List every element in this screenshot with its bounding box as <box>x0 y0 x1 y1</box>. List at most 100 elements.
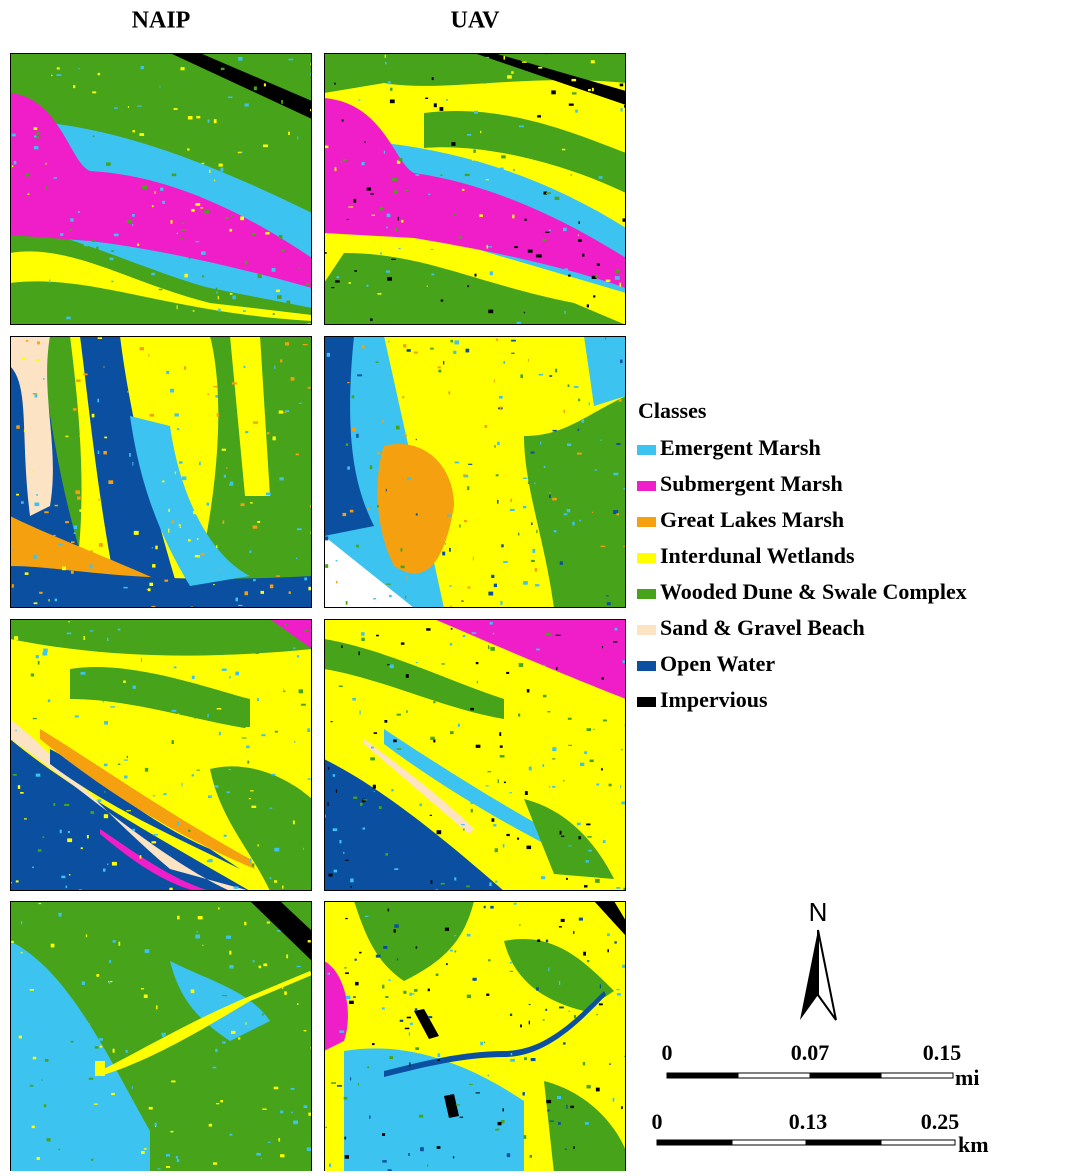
map-speckle <box>389 1152 392 1154</box>
map-speckle <box>293 1121 298 1125</box>
map-speckle <box>66 317 71 320</box>
map-speckle <box>437 1146 441 1149</box>
map-speckle <box>31 673 34 676</box>
map-speckle <box>359 62 362 65</box>
map-speckle <box>593 566 595 569</box>
map-speckle <box>235 672 239 676</box>
map-speckle <box>308 940 311 942</box>
legend-swatch <box>637 589 656 599</box>
map-speckle <box>461 601 464 602</box>
map-speckle <box>222 449 226 451</box>
map-speckle <box>249 56 251 59</box>
map-speckle <box>471 809 473 813</box>
map-speckle <box>431 880 433 884</box>
map-speckle <box>149 583 153 586</box>
column-title: NAIP <box>132 8 191 34</box>
map-speckle <box>403 991 406 994</box>
map-speckle <box>553 430 557 432</box>
map-speckle <box>495 848 498 852</box>
map-speckle <box>198 916 203 919</box>
map-speckle <box>275 69 277 72</box>
map-speckle <box>245 591 249 595</box>
map-speckle <box>453 308 457 312</box>
map-speckle <box>187 148 189 150</box>
map-speckle <box>293 648 295 649</box>
map-speckle <box>549 495 551 498</box>
map-speckle <box>308 587 311 591</box>
map-speckle <box>197 538 198 540</box>
map-speckle <box>580 763 584 766</box>
map-speckle <box>497 500 499 504</box>
map-speckle <box>224 835 227 837</box>
map-speckle <box>531 523 533 526</box>
map-speckle <box>390 100 395 104</box>
map-speckle <box>186 632 187 635</box>
map-speckle <box>529 767 532 771</box>
map-speckle <box>500 406 502 410</box>
map-speckle <box>63 85 67 86</box>
map-speckle <box>572 522 574 526</box>
map-speckle <box>26 340 28 342</box>
map-speckle <box>390 88 392 91</box>
map-speckle <box>215 395 218 398</box>
map-speckle <box>89 565 92 569</box>
map-speckle <box>574 386 579 388</box>
map-speckle <box>20 792 23 794</box>
map-speckle <box>218 296 219 300</box>
map-speckle <box>432 77 434 80</box>
map-speckle <box>453 74 454 78</box>
map-speckle <box>276 575 280 576</box>
map-speckle <box>81 847 83 849</box>
map-speckle <box>12 134 16 137</box>
map-speckle <box>450 340 453 343</box>
map-speckle <box>580 214 583 216</box>
map-speckle <box>39 679 44 682</box>
map-speckle <box>13 774 17 776</box>
map-speckle <box>182 222 184 224</box>
map-speckle <box>596 1088 600 1092</box>
map-speckle <box>431 249 434 250</box>
map-speckle <box>142 978 145 979</box>
map-speckle <box>267 432 269 434</box>
map-speckle <box>49 599 50 601</box>
map-speckle <box>80 273 85 275</box>
map-speckle <box>592 512 593 513</box>
map-speckle <box>85 518 87 521</box>
map-speckle <box>159 86 160 87</box>
map-speckle <box>417 488 420 490</box>
map-speckle <box>352 428 356 431</box>
map-speckle <box>291 1088 295 1090</box>
map-speckle <box>261 678 265 682</box>
map-speckle <box>405 190 408 191</box>
map-speckle <box>62 567 66 571</box>
map-speckle <box>16 880 19 882</box>
map-speckle <box>146 721 150 724</box>
map-speckle <box>308 1113 311 1116</box>
map-speckle <box>540 441 541 444</box>
map-speckle <box>359 952 361 954</box>
map-speckle <box>41 1079 42 1081</box>
map-speckle <box>177 305 178 309</box>
map-speckle <box>524 1135 527 1139</box>
map-speckle <box>547 279 550 282</box>
map-speckle <box>562 208 567 209</box>
map-speckle <box>545 1009 547 1011</box>
map-speckle <box>552 747 556 751</box>
map-speckle <box>253 421 258 423</box>
map-speckle <box>270 585 273 589</box>
map-speckle <box>263 964 267 967</box>
map-speckle <box>484 80 485 83</box>
map-speckle <box>30 1085 34 1087</box>
map-speckle <box>252 863 254 866</box>
map-speckle <box>36 655 39 658</box>
map-speckle <box>514 246 518 248</box>
map-speckle <box>155 546 157 550</box>
map-speckle <box>226 467 227 469</box>
map-speckle <box>66 886 68 889</box>
map-speckle <box>564 311 565 314</box>
map-speckle <box>597 136 599 140</box>
map-speckle <box>428 989 430 992</box>
map-speckle <box>451 684 456 686</box>
map-speckle <box>207 860 212 862</box>
map-speckle <box>73 408 77 411</box>
